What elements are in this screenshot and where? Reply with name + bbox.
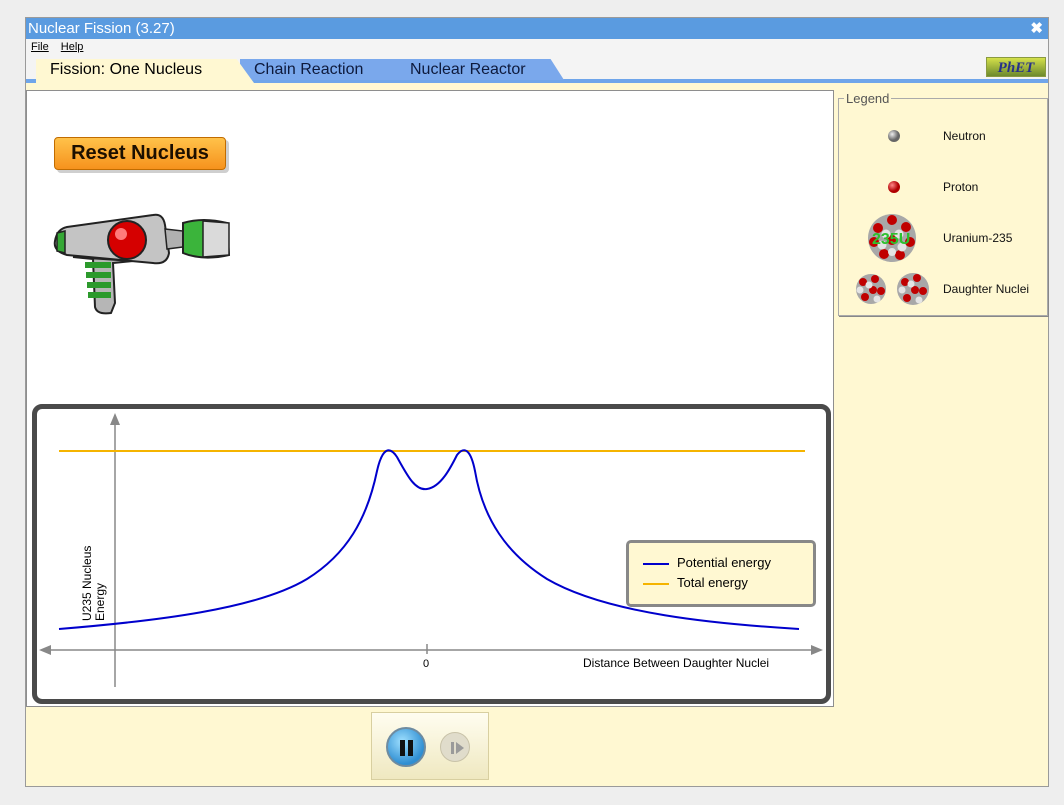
- tab-underline: [26, 79, 1048, 83]
- tab-nuclear-reactor[interactable]: Nuclear Reactor: [396, 59, 564, 80]
- legend-daughter-nuclei-label: Daughter Nuclei: [943, 282, 1030, 296]
- neutron-gun-icon[interactable]: [53, 207, 233, 317]
- legend-potential-energy: Potential energy: [643, 554, 771, 572]
- window-title: Nuclear Fission (3.27): [28, 20, 175, 37]
- tab-bar: Fission: One Nucleus Chain Reaction Nucl…: [26, 55, 1048, 83]
- legend-neutron-label: Neutron: [943, 129, 986, 143]
- legend-title: Legend: [844, 91, 892, 106]
- x-axis-label: Distance Between Daughter Nuclei: [583, 656, 769, 670]
- x-tick-label: 0: [423, 658, 429, 670]
- legend-uranium-label: Uranium-235: [943, 231, 1013, 245]
- legend-proton-label: Proton: [943, 180, 979, 194]
- potential-energy-curve: [58, 449, 800, 630]
- menu-help[interactable]: Help: [60, 41, 84, 53]
- proton-icon: [888, 181, 900, 193]
- uranium-235-icon: 235U: [868, 214, 916, 262]
- total-energy-swatch: [643, 582, 669, 585]
- x-axis-arrow-left: [39, 645, 51, 655]
- graph-legend: Potential energy Total energy: [626, 540, 816, 607]
- y-axis-arrow: [110, 413, 120, 425]
- step-button[interactable]: [440, 732, 470, 762]
- phet-logo[interactable]: PhET: [986, 57, 1046, 77]
- app-window: Nuclear Fission (3.27) ✖ File Help Fissi…: [25, 17, 1049, 787]
- daughter-nuclei-icon: [856, 273, 929, 305]
- close-button[interactable]: ✖: [1030, 20, 1043, 37]
- reset-nucleus-button[interactable]: Reset Nucleus: [54, 137, 226, 170]
- clock-control-panel: [371, 712, 489, 780]
- uranium-badge: 235U: [872, 231, 910, 248]
- legend-total-energy: Total energy: [643, 574, 748, 592]
- menu-bar: File Help: [26, 39, 1048, 55]
- energy-graph-panel: 0 Distance Between Daughter Nuclei U235 …: [32, 404, 831, 704]
- x-axis-arrow-right: [811, 645, 823, 655]
- menu-file[interactable]: File: [31, 41, 49, 53]
- neutron-icon: [888, 130, 900, 142]
- tab-fission-one-nucleus[interactable]: Fission: One Nucleus: [36, 59, 254, 83]
- particle-legend: Legend Neutron Proton 235U Uranium-235: [838, 91, 1048, 316]
- potential-energy-swatch: [643, 562, 669, 565]
- pause-button[interactable]: [386, 727, 426, 767]
- simulation-play-area: Reset Nucleus 0 Distance: [26, 90, 834, 707]
- tab-chain-reaction[interactable]: Chain Reaction: [240, 59, 412, 80]
- y-axis-label: U235 Nucleus Energy: [80, 545, 107, 621]
- title-bar: Nuclear Fission (3.27) ✖: [26, 18, 1048, 39]
